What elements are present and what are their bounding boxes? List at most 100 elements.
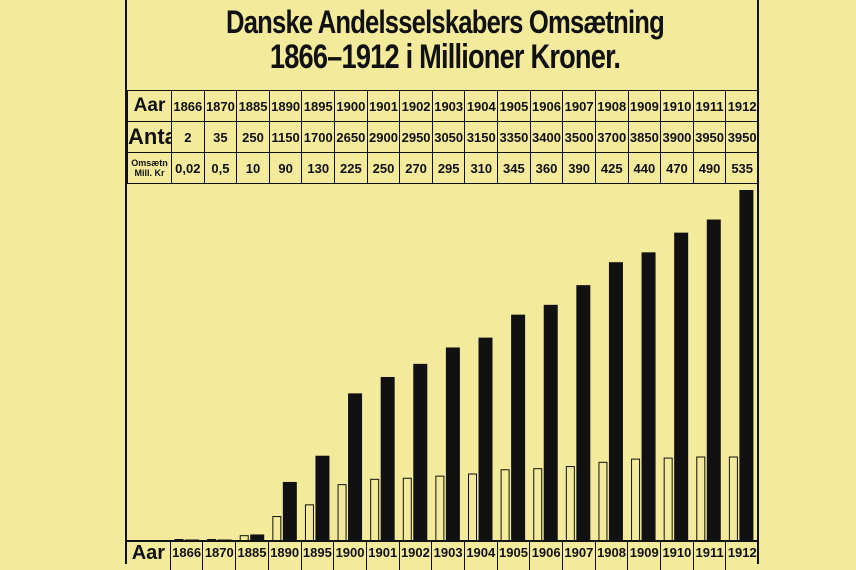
bottom-year-label: 1905 [496,540,530,570]
count-bar [468,473,477,542]
chart-title: Danske Andelsselskabers Omsætning 1866–1… [130,6,760,74]
table-year-cell: 1890 [268,90,303,122]
turnover-bar [413,363,428,541]
count-bar [696,456,706,542]
title-line-2: 1866–1912 i Millioner Kroner. [269,38,621,76]
bottom-year-label: 1885 [235,540,268,570]
table-year-cell: 1904 [464,90,499,122]
bottom-year-label: 1895 [300,540,334,570]
count-bar [304,504,314,542]
table-year-cell: 1908 [594,90,629,122]
turnover-bar [445,347,460,541]
year-row-label: Aar [127,90,172,122]
bottom-year-label: 1912 [725,540,758,570]
turnover-bar [674,232,689,541]
count-bar [337,484,347,542]
table-count-cell: 3400 [529,121,564,153]
table-turnover-cell: 90 [268,152,303,184]
table-count-cell: 2650 [334,121,368,153]
table-turnover-cell: 0,02 [171,152,205,184]
table-turnover-cell: 270 [399,152,433,184]
bottom-year-label: 1890 [267,540,301,570]
table-count-cell: 250 [236,121,270,153]
bottom-year-label: 1903 [431,540,464,570]
table-turnover-cell: 535 [725,152,759,184]
count-bar [598,461,608,542]
count-bar [435,475,445,542]
turnover-label-line-2: Mill. Kr [134,168,165,178]
turnover-row: Omsætn Mill. Kr 0,02 0,5 10 90 130 225 250 270 2… [127,152,759,184]
turnover-label-line-1: Omsætn [131,158,168,168]
turnover-bar [608,262,623,541]
count-row: Antal 2352501150170026502900295030503150… [127,121,759,153]
count-bar [565,466,575,542]
table-count-cell: 3150 [464,121,499,153]
turnover-bar [478,337,493,541]
turnover-bar [348,393,363,541]
table-turnover-cell: 250 [366,152,401,184]
table-turnover-cell: 470 [660,152,694,184]
table-year-cell: 1906 [529,90,564,122]
bottom-year-label: 1909 [627,540,660,570]
title-line-1: Danske Andelsselskabers Omsætning [226,4,665,40]
count-bar [728,456,738,542]
bottom-year-label: 1870 [202,540,235,570]
table-turnover-cell: 440 [627,152,662,184]
table-year-cell: 1895 [301,90,336,122]
table-turnover-cell: 345 [497,152,531,184]
turnover-bar [641,252,656,542]
count-bar [631,458,641,542]
table-year-cell: 1909 [627,90,662,122]
bottom-year-axis: Aar 1866 1870 1885 1890 1895 1900 1901 1902 1903… [127,540,758,570]
bottom-year-label: 1910 [660,540,693,570]
bottom-year-label: 1907 [562,540,595,570]
year-row: Aar 1866 1870 1885 1890 1895 1900 1901 1902 1903… [127,90,759,122]
turnover-bar [576,285,591,541]
table-count-cell: 1700 [301,121,336,153]
turnover-bar [250,534,265,541]
table-turnover-cell: 310 [464,152,499,184]
turnover-bar [380,376,395,541]
count-bar [663,457,673,542]
bottom-year-label: 1902 [398,540,432,570]
table-count-cell: 1150 [268,121,303,153]
turnover-row-label: Omsætn Mill. Kr [127,152,172,184]
turnover-bar [511,314,526,541]
table-year-cell: 1902 [399,90,433,122]
count-bar [370,478,380,542]
bottom-year-label: 1866 [169,540,203,570]
turnover-bar [543,304,558,541]
bottom-year-label: 1906 [529,540,562,570]
table-year-cell: 1870 [203,90,238,122]
table-year-cell: 1900 [334,90,368,122]
turnover-bar [739,190,754,541]
bottom-year-label: 1901 [365,540,399,570]
data-table: Aar 1866 1870 1885 1890 1895 1900 1901 1902 1903… [127,90,759,184]
bottom-axis-label: Aar [131,542,166,564]
table-count-cell: 3900 [660,121,694,153]
bottom-year-label: 1904 [463,540,497,570]
table-count-cell: 3950 [725,121,759,153]
table-turnover-cell: 295 [431,152,466,184]
bottom-year-label: 1900 [333,540,366,570]
table-turnover-cell: 360 [529,152,564,184]
table-count-cell: 35 [203,121,238,153]
table-year-cell: 1905 [497,90,531,122]
right-border-line [757,0,759,564]
left-border-line [125,0,127,564]
turnover-bar [282,481,297,541]
table-turnover-cell: 490 [692,152,727,184]
table-year-cell: 1912 [725,90,759,122]
count-bar [500,469,510,542]
turnover-bar [315,455,330,541]
bottom-year-label: 1908 [594,540,628,570]
count-bar [533,468,543,542]
count-bar [272,516,282,542]
table-count-cell: 3850 [627,121,662,153]
turnover-bar [706,219,721,541]
bottom-year-label: 1911 [692,540,726,570]
table-turnover-cell: 130 [301,152,336,184]
count-row-label: Antal [127,121,172,153]
